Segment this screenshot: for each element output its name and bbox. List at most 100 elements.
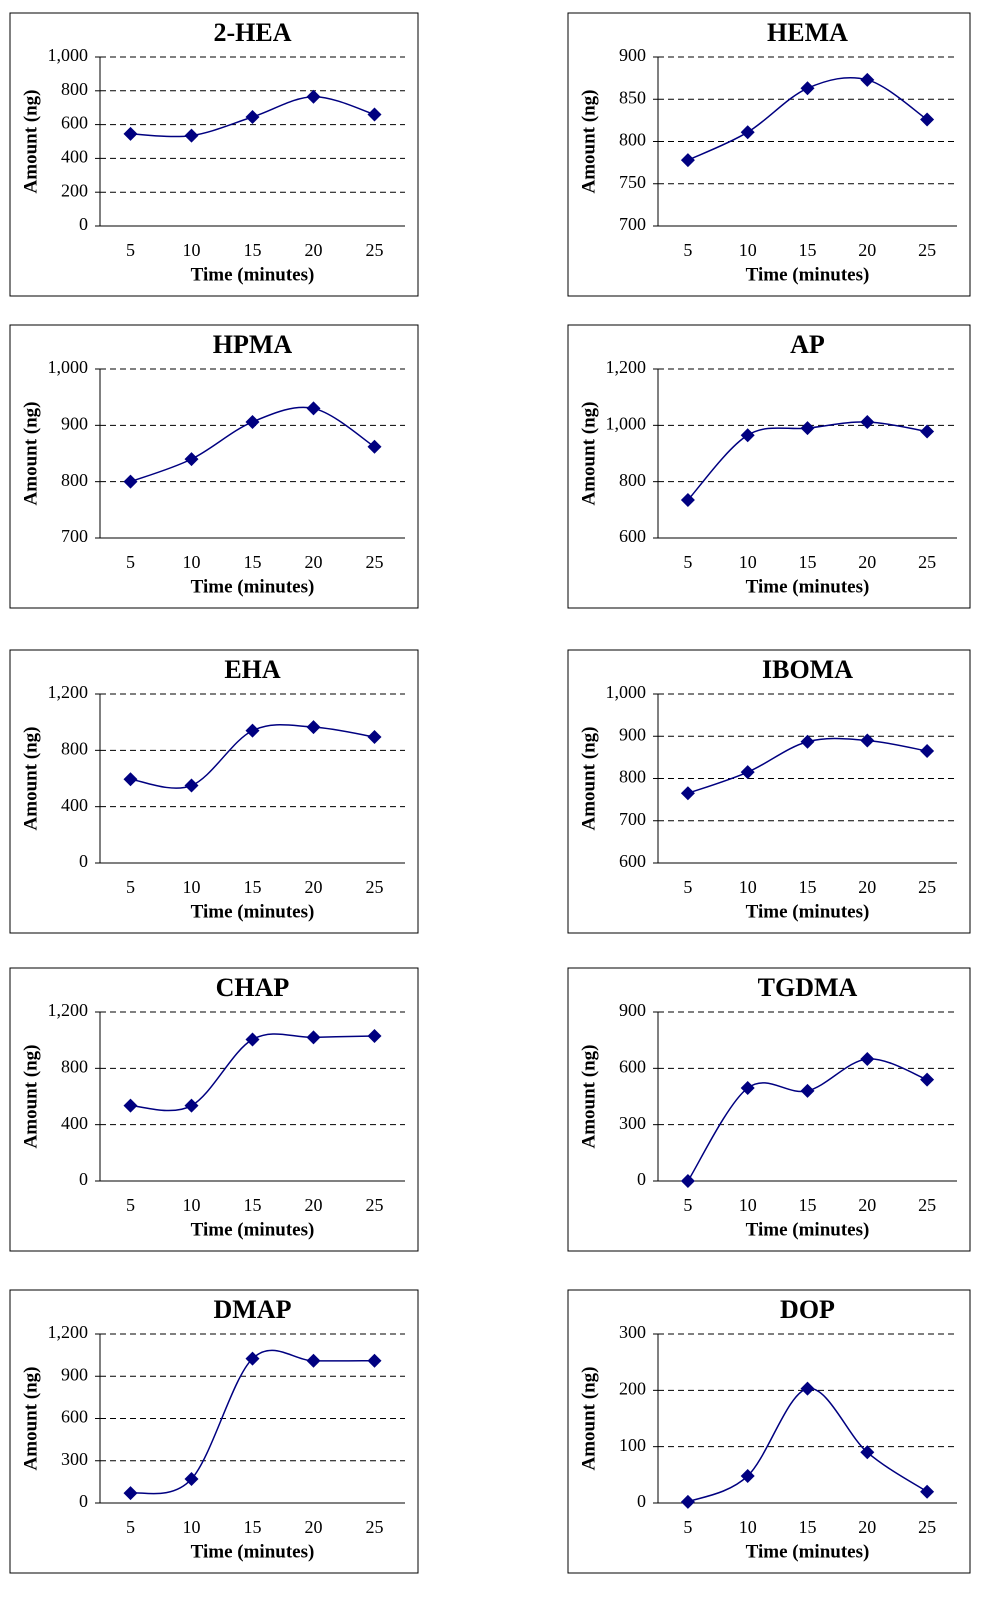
y-tick-label: 800 — [619, 767, 646, 787]
x-tick-label: 15 — [244, 240, 262, 260]
x-axis-title: Time (minutes) — [746, 1219, 870, 1240]
x-axis-title: Time (minutes) — [191, 1541, 315, 1562]
data-point — [741, 765, 755, 779]
x-tick-label: 5 — [683, 1195, 692, 1215]
y-tick-label: 900 — [61, 413, 88, 433]
data-line — [688, 1388, 927, 1501]
x-tick-label: 25 — [366, 240, 384, 260]
chart-title: CHAP — [216, 973, 290, 1002]
x-tick-label: 10 — [183, 877, 201, 897]
data-point — [801, 81, 815, 95]
y-tick-label: 1,000 — [48, 45, 89, 65]
x-tick-label: 20 — [305, 552, 323, 572]
y-tick-label: 850 — [619, 87, 646, 107]
data-point — [307, 90, 321, 104]
y-tick-label: 800 — [61, 738, 88, 758]
y-axis-title: Amount (ng) — [578, 402, 599, 506]
x-tick-label: 20 — [858, 552, 876, 572]
y-tick-label: 0 — [79, 214, 88, 234]
data-point — [681, 786, 695, 800]
chart-title: HEMA — [767, 18, 848, 47]
chart-title: DOP — [780, 1295, 835, 1324]
data-point — [124, 475, 138, 489]
x-axis-title: Time (minutes) — [746, 576, 870, 597]
data-point — [124, 1099, 138, 1113]
y-axis-title: Amount (ng) — [578, 1367, 599, 1471]
y-tick-label: 600 — [61, 1407, 88, 1427]
x-axis-title: Time (minutes) — [191, 901, 315, 922]
data-point — [860, 415, 874, 429]
data-point — [920, 1073, 934, 1087]
chart-title: IBOMA — [762, 655, 853, 684]
y-tick-label: 700 — [619, 809, 646, 829]
x-tick-label: 20 — [305, 240, 323, 260]
data-point — [307, 720, 321, 734]
y-axis-title: Amount (ng) — [20, 1045, 41, 1149]
x-tick-label: 25 — [918, 1195, 936, 1215]
data-point — [368, 730, 382, 744]
x-tick-label: 5 — [683, 240, 692, 260]
x-tick-label: 15 — [799, 877, 817, 897]
x-tick-label: 10 — [739, 552, 757, 572]
x-tick-label: 25 — [918, 1517, 936, 1537]
y-tick-label: 1,000 — [606, 682, 647, 702]
x-tick-label: 20 — [305, 1517, 323, 1537]
y-tick-label: 200 — [61, 180, 88, 200]
y-tick-label: 300 — [61, 1449, 88, 1469]
x-tick-label: 20 — [858, 240, 876, 260]
x-axis-title: Time (minutes) — [746, 901, 870, 922]
x-axis-title: Time (minutes) — [191, 264, 315, 285]
y-tick-label: 900 — [619, 45, 646, 65]
data-point — [124, 127, 138, 141]
data-point — [681, 1174, 695, 1188]
data-point — [246, 724, 260, 738]
chart-title: AP — [790, 330, 825, 359]
y-tick-label: 1,000 — [48, 357, 89, 377]
data-point — [246, 1032, 260, 1046]
y-tick-label: 600 — [619, 1056, 646, 1076]
data-point — [741, 125, 755, 139]
x-tick-label: 15 — [799, 1517, 817, 1537]
x-tick-label: 5 — [683, 877, 692, 897]
data-point — [368, 107, 382, 121]
y-tick-label: 200 — [619, 1378, 646, 1398]
x-tick-label: 25 — [366, 1195, 384, 1215]
x-tick-label: 10 — [739, 1195, 757, 1215]
x-tick-label: 10 — [183, 1517, 201, 1537]
x-tick-label: 15 — [244, 877, 262, 897]
x-tick-label: 20 — [858, 1195, 876, 1215]
y-tick-label: 0 — [79, 1491, 88, 1511]
y-tick-label: 1,200 — [606, 357, 647, 377]
y-tick-label: 400 — [61, 795, 88, 815]
y-tick-label: 800 — [619, 470, 646, 490]
x-tick-label: 25 — [918, 552, 936, 572]
data-point — [124, 772, 138, 786]
data-point — [368, 1354, 382, 1368]
x-tick-label: 25 — [366, 552, 384, 572]
data-point — [124, 1486, 138, 1500]
data-line — [131, 1350, 375, 1493]
data-point — [185, 779, 199, 793]
x-tick-label: 5 — [126, 1195, 135, 1215]
data-point — [307, 1030, 321, 1044]
chart-title: EHA — [224, 655, 281, 684]
chart-title: TGDMA — [758, 973, 858, 1002]
data-point — [307, 401, 321, 415]
x-tick-label: 15 — [799, 240, 817, 260]
x-tick-label: 5 — [126, 552, 135, 572]
y-tick-label: 750 — [619, 172, 646, 192]
x-tick-label: 15 — [244, 1195, 262, 1215]
x-tick-label: 25 — [366, 877, 384, 897]
y-axis-title: Amount (ng) — [20, 90, 41, 194]
x-tick-label: 10 — [183, 1195, 201, 1215]
y-axis-title: Amount (ng) — [20, 1367, 41, 1471]
x-tick-label: 10 — [739, 1517, 757, 1537]
x-tick-label: 15 — [799, 1195, 817, 1215]
x-tick-label: 25 — [918, 240, 936, 260]
y-tick-label: 700 — [61, 526, 88, 546]
x-axis-title: Time (minutes) — [746, 1541, 870, 1562]
x-tick-label: 5 — [126, 877, 135, 897]
data-point — [860, 1052, 874, 1066]
data-point — [920, 425, 934, 439]
x-tick-label: 5 — [126, 240, 135, 260]
